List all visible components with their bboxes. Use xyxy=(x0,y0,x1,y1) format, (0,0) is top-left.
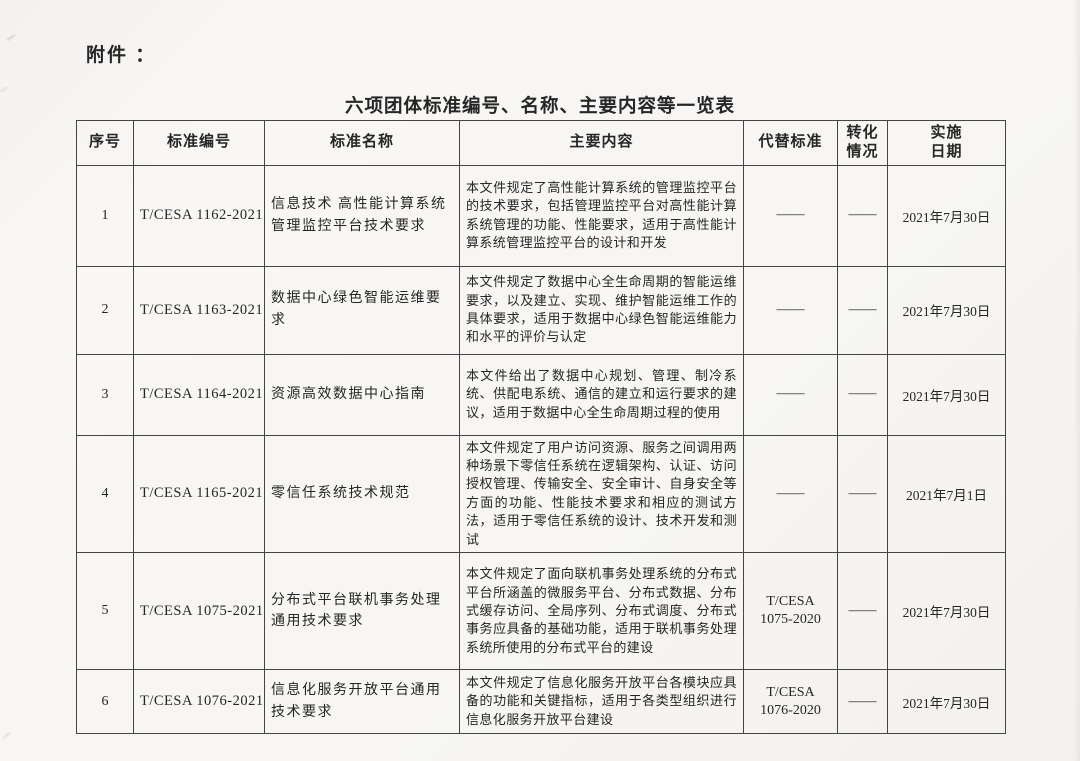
cell-standard-name: 信息技术 高性能计算系统管理监控平台技术要求 xyxy=(264,164,460,267)
table-row: 4 T/CESA 1165-2021 零信任系统技术规范 本文件规定了用户访问资… xyxy=(76,434,1006,554)
cell-main-content: 本文件规定了面向联机事务处理系统的分布式平台所涵盖的微服务平台、分布式数据、分布… xyxy=(459,552,744,671)
cell-standard-name: 零信任系统技术规范 xyxy=(264,434,460,554)
table-header-row: 序号 标准编号 标准名称 主要内容 代替标准 转化 情况 实施 日期 xyxy=(76,120,1006,166)
cell-replaced-standard: —— xyxy=(743,353,838,436)
header-code: 标准编号 xyxy=(133,120,265,166)
table-row: 1 T/CESA 1162-2021 信息技术 高性能计算系统管理监控平台技术要… xyxy=(76,164,1006,267)
header-no: 序号 xyxy=(76,120,134,166)
cell-no: 2 xyxy=(76,265,134,355)
cell-standard-code: T/CESA 1165-2021 xyxy=(133,434,265,554)
cell-standard-code: T/CESA 1075-2021 xyxy=(133,552,265,671)
cell-replaced-standard: T/CESA 1075-2020 xyxy=(743,552,838,671)
cell-standard-name: 信息化服务开放平台通用技术要求 xyxy=(264,669,460,735)
cell-main-content: 本文件给出了数据中心规划、管理、制冷系统、供配电系统、通信的建立和运行要求的建议… xyxy=(459,353,744,436)
cell-standard-name: 数据中心绿色智能运维要求 xyxy=(264,265,460,355)
cell-conversion-status: —— xyxy=(837,265,888,355)
cell-standard-code: T/CESA 1162-2021 xyxy=(133,164,265,267)
table-row: 3 T/CESA 1164-2021 资源高效数据中心指南 本文件给出了数据中心… xyxy=(76,353,1006,436)
cell-replaced-standard: —— xyxy=(743,164,838,267)
cell-no: 3 xyxy=(76,353,134,436)
cell-main-content: 本文件规定了用户访问资源、服务之间调用两种场景下零信任系统在逻辑架构、认证、访问… xyxy=(459,434,744,554)
table-row: 2 T/CESA 1163-2021 数据中心绿色智能运维要求 本文件规定了数据… xyxy=(76,265,1006,355)
attachment-label: 附件 ： xyxy=(86,45,157,66)
scan-edge-shadow xyxy=(1074,0,1080,761)
cell-no: 5 xyxy=(76,552,134,671)
cell-replaced-standard: —— xyxy=(743,265,838,355)
cell-implementation-date: 2021年7月30日 xyxy=(887,265,1006,355)
cell-no: 4 xyxy=(76,434,134,554)
cell-standard-name: 资源高效数据中心指南 xyxy=(264,353,460,436)
cell-no: 1 xyxy=(76,164,134,267)
cell-implementation-date: 2021年7月1日 xyxy=(887,434,1006,554)
table-row: 6 T/CESA 1076-2021 信息化服务开放平台通用技术要求 本文件规定… xyxy=(76,669,1006,735)
cell-conversion-status: —— xyxy=(837,434,888,554)
cell-replaced-standard: —— xyxy=(743,434,838,554)
cell-conversion-status: —— xyxy=(837,552,888,671)
header-replaces: 代替标准 xyxy=(743,120,838,166)
header-name: 标准名称 xyxy=(264,120,460,166)
scan-artifact xyxy=(6,33,16,42)
table-row: 5 T/CESA 1075-2021 分布式平台联机事务处理通用技术要求 本文件… xyxy=(76,552,1006,671)
cell-standard-code: T/CESA 1163-2021 xyxy=(133,265,265,355)
cell-main-content: 本文件规定了高性能计算系统的管理监控平台的技术要求，包括管理监控平台对高性能计算… xyxy=(459,164,744,267)
scan-artifact xyxy=(2,731,11,740)
cell-conversion-status: —— xyxy=(837,669,888,735)
cell-conversion-status: —— xyxy=(837,353,888,436)
cell-no: 6 xyxy=(76,669,134,735)
header-content: 主要内容 xyxy=(459,120,744,166)
cell-implementation-date: 2021年7月30日 xyxy=(887,353,1006,436)
cell-standard-name: 分布式平台联机事务处理通用技术要求 xyxy=(264,552,460,671)
header-date: 实施 日期 xyxy=(887,120,1006,166)
scan-artifact xyxy=(0,86,9,93)
cell-replaced-standard: T/CESA 1076-2020 xyxy=(743,669,838,735)
cell-main-content: 本文件规定了信息化服务开放平台各模块应具备的功能和关键指标，适用于各类型组织进行… xyxy=(459,669,744,735)
page-title: 六项团体标准编号、名称、主要内容等一览表 xyxy=(344,95,735,116)
cell-implementation-date: 2021年7月30日 xyxy=(887,552,1006,671)
cell-standard-code: T/CESA 1076-2021 xyxy=(133,669,265,735)
header-conversion: 转化 情况 xyxy=(837,120,888,166)
cell-implementation-date: 2021年7月30日 xyxy=(887,669,1006,735)
standards-table: 序号 标准编号 标准名称 主要内容 代替标准 转化 情况 实施 日期 1 T/C… xyxy=(76,120,1006,735)
cell-main-content: 本文件规定了数据中心全生命周期的智能运维要求，以及建立、实现、维护智能运维工作的… xyxy=(459,265,744,355)
cell-conversion-status: —— xyxy=(837,164,888,267)
cell-implementation-date: 2021年7月30日 xyxy=(887,164,1006,267)
cell-standard-code: T/CESA 1164-2021 xyxy=(133,353,265,436)
